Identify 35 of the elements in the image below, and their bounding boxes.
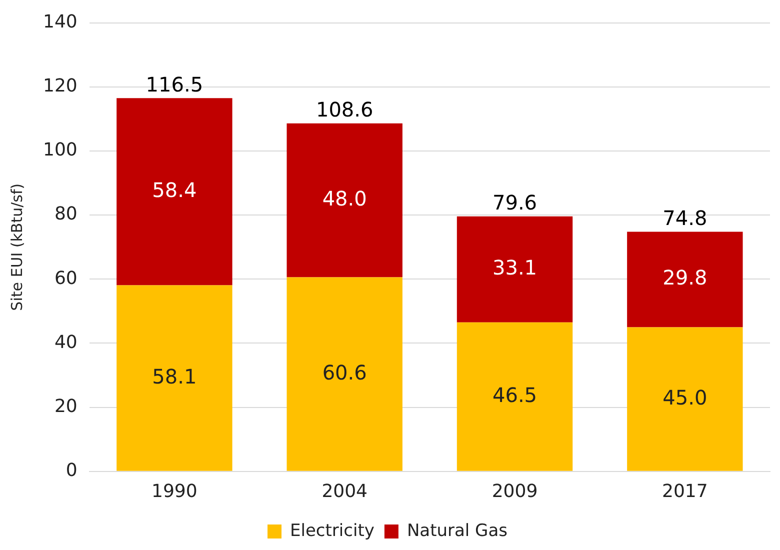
total-label: 79.6 [492,190,538,215]
x-tick-label: 2004 [322,480,368,502]
data-label: 46.5 [492,382,538,407]
total-label: 74.8 [662,206,708,230]
y-axis-title: Site EUI (kBtu/sf) [8,183,26,311]
bar [456,216,573,322]
data-label: 58.1 [152,364,197,388]
x-tick-label: 2017 [662,480,708,502]
data-label: 58.4 [152,178,197,202]
data-label: 45.0 [662,385,708,410]
bar [286,277,402,471]
bar [286,123,402,278]
y-tick-label: 80 [54,204,78,225]
x-tick-label: 1990 [152,480,198,502]
x-tick-label: 2009 [492,480,538,502]
bar [456,322,573,471]
y-tick-label: 20 [54,396,78,417]
bar [627,232,743,328]
data-label: 29.8 [662,266,708,290]
legend-label: Electricity [290,520,374,541]
y-tick-label: 0 [66,460,78,482]
data-label: 33.1 [492,256,538,280]
bar [116,98,232,286]
data-label: 60.6 [322,360,367,384]
y-tick-label: 140 [42,11,78,32]
y-tick-label: 40 [54,332,78,353]
bar [627,327,743,471]
total-label: 108.6 [316,98,374,122]
bar [116,285,232,471]
total-label: 116.5 [146,72,204,96]
legend-label: Natural Gas [406,520,508,541]
y-tick-label: 60 [54,268,78,289]
data-label: 48.0 [322,186,367,211]
y-tick-label: 120 [42,76,78,97]
y-tick-label: 100 [42,140,78,161]
